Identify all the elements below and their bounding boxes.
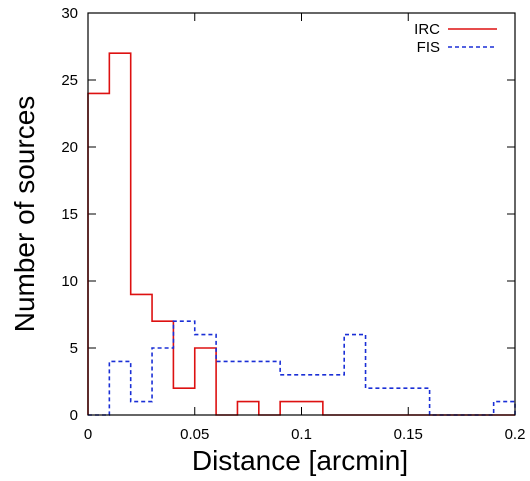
y-tick-label: 30 [61, 5, 78, 22]
series-layer [87, 52, 516, 416]
x-tick-label: 0.05 [180, 426, 209, 443]
plot-frame [87, 12, 516, 416]
x-tick-label: 0.1 [291, 426, 312, 443]
x-tick-label: 0.2 [505, 426, 526, 443]
y-tick-label: 5 [70, 340, 78, 357]
tick-labels: 0 0.05 0.1 0.15 0.2 0 5 10 15 20 25 30 [61, 5, 525, 443]
y-tick-label: 20 [61, 139, 78, 156]
x-tick-label: 0.15 [394, 426, 423, 443]
legend-label-fis: FIS [417, 39, 440, 56]
y-axis-title: Number of sources [9, 96, 40, 333]
y-tick-label: 25 [61, 72, 78, 89]
series-line-fis [88, 320, 516, 416]
x-tick-label: 0 [84, 426, 92, 443]
y-tick-label: 15 [61, 206, 78, 223]
y-tick-label: 0 [70, 407, 78, 424]
x-axis-title: Distance [arcmin] [192, 445, 408, 476]
y-tick-label: 10 [61, 273, 78, 290]
legend-label-irc: IRC [414, 21, 440, 38]
